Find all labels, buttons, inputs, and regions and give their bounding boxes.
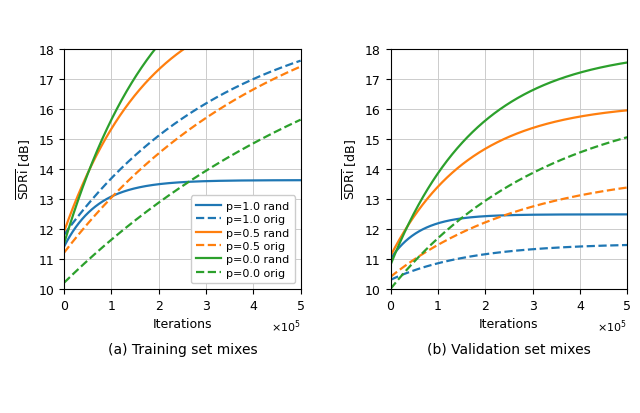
Text: (b) Validation set mixes: (b) Validation set mixes — [427, 342, 591, 356]
Text: $\times 10^5$: $\times 10^5$ — [271, 318, 301, 335]
X-axis label: Iterations: Iterations — [479, 317, 539, 330]
Y-axis label: $\overline{\mathrm{SDRi}}\ [\mathrm{dB}]$: $\overline{\mathrm{SDRi}}\ [\mathrm{dB}]… — [341, 139, 360, 200]
Text: $\times 10^5$: $\times 10^5$ — [597, 318, 627, 335]
Legend: p=1.0 rand, p=1.0 orig, p=0.5 rand, p=0.5 orig, p=0.0 rand, p=0.0 orig: p=1.0 rand, p=1.0 orig, p=0.5 rand, p=0.… — [191, 196, 295, 284]
X-axis label: Iterations: Iterations — [152, 317, 212, 330]
Text: (a) Training set mixes: (a) Training set mixes — [108, 342, 257, 356]
Y-axis label: $\overline{\mathrm{SDRi}}\ [\mathrm{dB}]$: $\overline{\mathrm{SDRi}}\ [\mathrm{dB}]… — [15, 139, 33, 200]
